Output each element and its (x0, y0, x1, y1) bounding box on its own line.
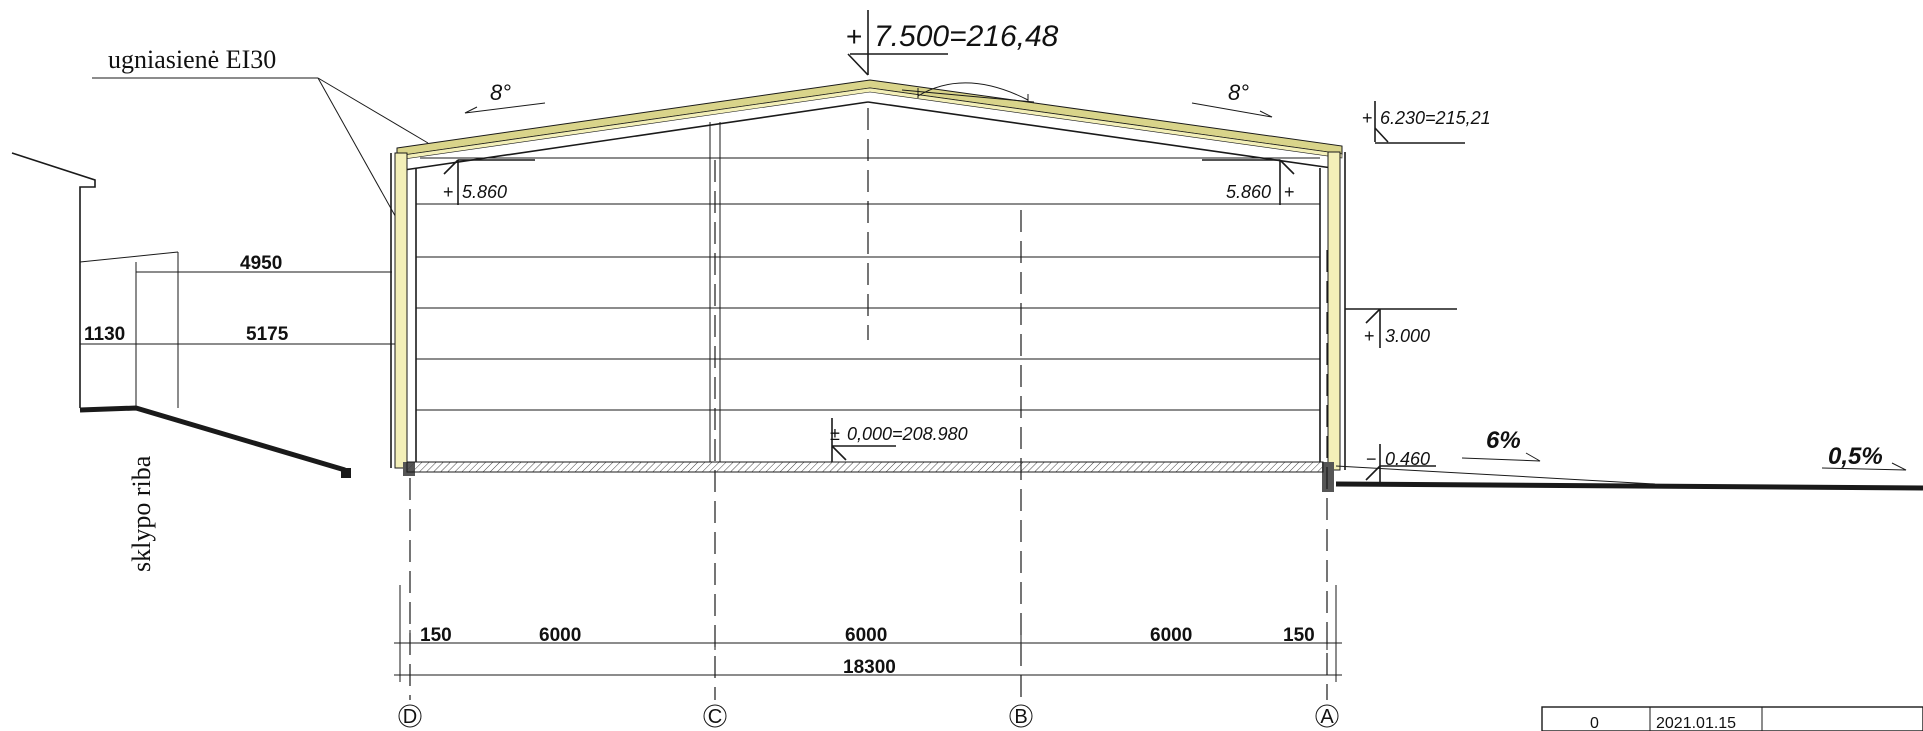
roof-slope-right: 8° (1228, 80, 1249, 105)
floor-slab (406, 461, 1324, 473)
axis-label-a: A (1320, 706, 1334, 728)
level-ground-value: 0.460 (1385, 449, 1430, 469)
level-inner-left-value: 5.860 (462, 182, 507, 202)
level-door-sign: + (1364, 326, 1375, 346)
dim-edge-right: 150 (1283, 625, 1315, 646)
level-eave: + 6.230=215,21 (1362, 101, 1491, 144)
plot-boundary-label: sklypo riba (127, 455, 156, 572)
level-floor-sign: ± (830, 424, 840, 444)
level-ground: − 0.460 (1365, 444, 1436, 484)
level-inner-left-sign: + (443, 182, 454, 202)
title-block-date: 2021.01.15 (1656, 715, 1736, 731)
roof (396, 79, 1343, 171)
dim-bay-3: 6000 (1150, 625, 1192, 646)
axis-label-b: B (1014, 706, 1027, 728)
level-ground-sign: − (1366, 449, 1377, 469)
neighbor-dimensions: 4950 1130 5175 (79, 253, 405, 350)
ground-slope-near: 6% (1486, 427, 1521, 454)
level-floor: ± 0,000=208.980 (830, 418, 968, 462)
ground-slope-far: 0,5% (1828, 443, 1883, 470)
firewall-label: ugniasienė EI30 (108, 45, 276, 74)
dim-bay-2: 6000 (845, 625, 887, 646)
level-door: + 3.000 (1345, 308, 1457, 348)
level-eave-sign: + (1362, 108, 1373, 128)
dim-neighbor-offset-lower: 5175 (246, 324, 289, 345)
dim-neighbor-width: 1130 (84, 324, 125, 345)
level-inner-right: 5.860 + (1202, 159, 1295, 205)
level-inner-left: + 5.860 (443, 159, 535, 205)
left-wall (390, 152, 417, 476)
title-block: 0 2021.01.15 (1541, 706, 1923, 731)
slope-annotations: 8° 8° 6% 0,5% (464, 80, 1907, 471)
level-floor-value: 0,000=208.980 (847, 424, 968, 444)
title-block-revision: 0 (1590, 715, 1599, 731)
dim-neighbor-offset-upper: 4950 (240, 253, 282, 274)
level-eave-value: 6.230=215,21 (1380, 108, 1491, 128)
level-inner-right-value: 5.860 (1226, 182, 1271, 202)
dim-bay-1: 6000 (539, 625, 581, 646)
level-ridge-sign: + (846, 21, 862, 52)
roof-slope-left: 8° (490, 80, 511, 105)
bottom-dimensions: 150 6000 6000 6000 150 18300 (394, 585, 1342, 682)
firewall-callout: ugniasienė EI30 (92, 45, 429, 231)
axis-label-d: D (403, 706, 417, 728)
level-ridge: + 7.500=216,48 (846, 10, 1059, 76)
level-inner-right-sign: + (1284, 182, 1295, 202)
right-wall (1319, 151, 1346, 492)
grid-axes: D C B A (398, 108, 1339, 728)
level-door-value: 3.000 (1385, 326, 1430, 346)
neighbor-building (11, 152, 351, 478)
dim-edge-left: 150 (420, 625, 452, 646)
right-ground (1335, 465, 1923, 491)
dim-overall: 18300 (843, 657, 896, 678)
level-ridge-value: 7.500=216,48 (874, 20, 1059, 53)
axis-label-c: C (708, 706, 722, 728)
